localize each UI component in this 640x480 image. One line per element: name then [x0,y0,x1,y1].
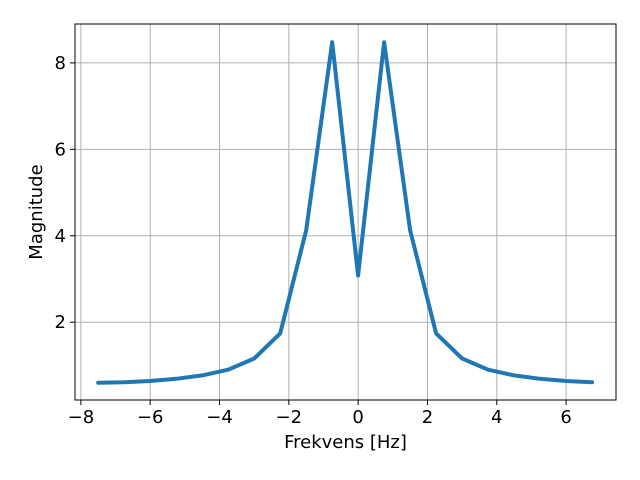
x-tick-label: 6 [560,407,571,428]
y-tick-label: 4 [55,226,66,247]
x-tick-label: 4 [491,407,502,428]
x-tick-label: −2 [276,407,303,428]
x-tick-label: −4 [206,407,233,428]
x-tick-label: 2 [422,407,433,428]
y-tick-label: 8 [55,53,66,74]
y-axis-ticks: 2 4 6 8 [55,53,75,333]
series-line [96,40,595,385]
x-axis-ticks: −8 −6 −4 −2 0 2 4 6 [68,400,572,428]
x-axis-label: Frekvens [Hz] [284,432,407,453]
y-axis-label: Magnitude [26,164,47,259]
axes-frame [74,23,617,401]
y-tick-label: 6 [55,139,66,160]
y-grid [75,62,616,323]
plot-area [96,40,595,385]
y-tick-label: 2 [55,312,66,333]
x-tick-label: 0 [352,407,363,428]
x-tick-label: −8 [68,407,95,428]
x-tick-label: −6 [137,407,164,428]
x-grid [80,24,567,400]
